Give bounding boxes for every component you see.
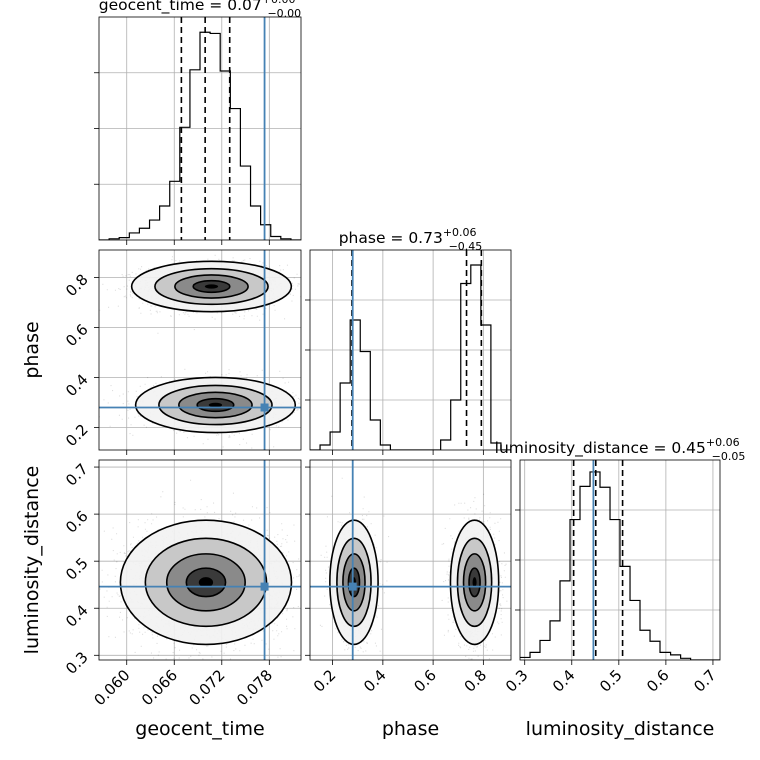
density-level-0-4 (204, 284, 219, 289)
x-tick-label-phase: 0.8 (461, 666, 491, 696)
panel-geocent_time-vs-phase (99, 250, 301, 450)
contour-1-2 (178, 391, 253, 419)
title-lower: −0.05 (712, 450, 746, 463)
x-tick-label-luminosity_distance: 0.3 (502, 666, 532, 696)
x-axis-label-phase: phase (382, 718, 439, 740)
contour-1-0 (134, 376, 297, 434)
truth-marker (260, 582, 269, 591)
contour-1-1 (456, 537, 493, 628)
contour-1-1 (158, 384, 273, 426)
x-tick-label-luminosity_distance: 0.6 (643, 666, 673, 696)
title-upper: +0.00 (262, 0, 296, 6)
y-axis-label-phase: phase (21, 321, 43, 378)
y-tick-label-phase: 0.4 (62, 370, 92, 400)
title-lower: −0.00 (267, 7, 301, 20)
x-tick-label-phase: 0.2 (310, 666, 340, 696)
title-phase: phase = 0.73+0.06 −0.45 (339, 226, 483, 253)
histogram-geocent_time (99, 31, 301, 240)
density-level-1-4 (208, 402, 223, 408)
contour-0-2 (342, 553, 366, 612)
x-tick-label-luminosity_distance: 0.5 (596, 666, 626, 696)
contour-1-0 (449, 519, 500, 646)
contour-0-0 (329, 519, 379, 646)
frame-layer (94, 16, 721, 665)
title-upper: +0.06 (443, 226, 477, 239)
x-tick-label-luminosity_distance: 0.7 (690, 666, 720, 696)
contour-0-0 (119, 519, 293, 646)
x-tick-label-luminosity_distance: 0.4 (549, 666, 579, 696)
x-tick-label-geocent_time: 0.066 (138, 666, 181, 709)
y-axis-label-luminosity_distance: luminosity_distance (21, 466, 43, 655)
contour-0-2 (165, 553, 246, 612)
panel-frame (98, 249, 302, 451)
contour-1-3 (196, 397, 235, 413)
y-tick-label-luminosity_distance: 0.4 (62, 601, 92, 631)
y-tick-label-luminosity_distance: 0.3 (62, 648, 92, 678)
contour-0-1 (154, 267, 269, 306)
title-main: phase = 0.73 (339, 229, 443, 247)
y-tick-label-luminosity_distance: 0.7 (62, 460, 92, 490)
data-layer (99, 17, 720, 660)
x-axis-label-luminosity_distance: luminosity_distance (526, 718, 715, 740)
contour-1-3 (468, 567, 481, 598)
contour-0-3 (185, 567, 227, 598)
panel-frame (98, 459, 302, 661)
title-lower: −0.45 (449, 240, 483, 253)
contour-1-2 (462, 553, 487, 612)
contour-0-3 (347, 567, 361, 598)
contour-0-1 (336, 537, 372, 628)
panel-phase-vs-luminosity_distance (310, 460, 511, 660)
histogram-luminosity_distance (520, 471, 720, 660)
title-upper: +0.06 (706, 436, 740, 449)
x-tick-label-geocent_time: 0.060 (90, 666, 133, 709)
y-tick-label-phase: 0.6 (62, 320, 92, 350)
x-axis-label-geocent_time: geocent_time (135, 718, 264, 740)
panel-frame (309, 459, 512, 661)
y-tick-label-phase: 0.8 (62, 270, 92, 300)
title-luminosity_distance: luminosity_distance = 0.45+0.06 −0.05 (495, 436, 746, 463)
y-tick-label-phase: 0.2 (62, 420, 92, 450)
x-tick-label-geocent_time: 0.078 (233, 666, 276, 709)
title-main: luminosity_distance = 0.45 (495, 439, 706, 458)
title-main: geocent_time = 0.07 (99, 0, 262, 15)
title-geocent_time: geocent_time = 0.07+0.00−0.00 (99, 0, 301, 20)
truth-marker (348, 582, 357, 591)
contour-0-2 (174, 274, 249, 299)
x-tick-label-geocent_time: 0.072 (186, 666, 229, 709)
contour-0-0 (130, 260, 293, 313)
contour-0-1 (144, 537, 268, 628)
x-tick-label-phase: 0.6 (410, 666, 440, 696)
y-tick-label-luminosity_distance: 0.5 (62, 554, 92, 584)
density-level-0-4 (198, 577, 214, 588)
grid-layer (99, 17, 720, 660)
x-tick-label-phase: 0.4 (360, 666, 390, 696)
contour-0-3 (192, 279, 231, 294)
density-level-1-4 (472, 577, 477, 588)
panel-geocent_time-vs-luminosity_distance (99, 460, 301, 660)
truth-marker (260, 403, 269, 412)
y-tick-label-luminosity_distance: 0.6 (62, 507, 92, 537)
